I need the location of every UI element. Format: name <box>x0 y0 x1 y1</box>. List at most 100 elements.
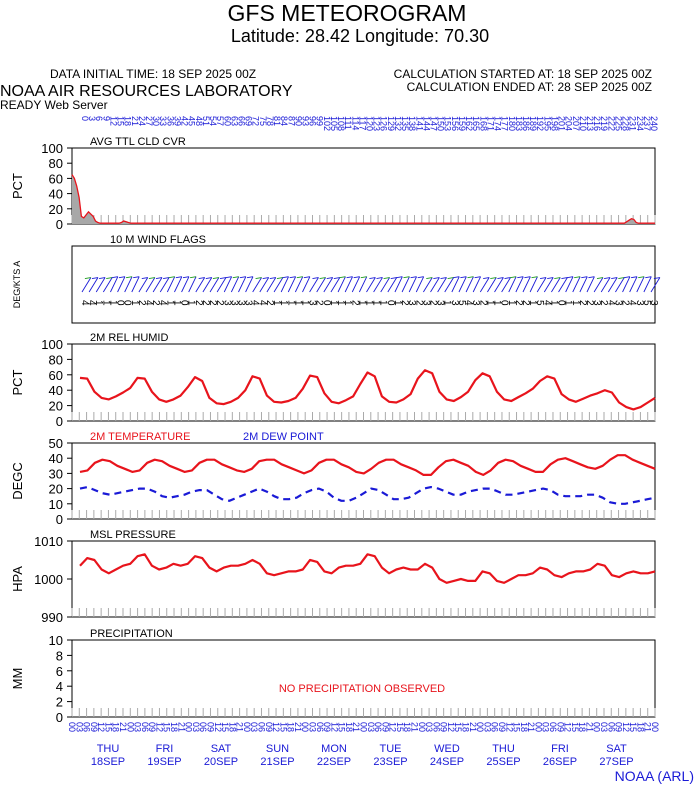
wind-speed-label: 3 <box>406 300 417 306</box>
hour-label: 18 <box>111 722 121 732</box>
wind-speed-label: 2 <box>349 300 360 306</box>
y-tick-label: 40 <box>49 383 63 398</box>
forecast-hour-label: 33 <box>158 116 168 126</box>
wind-flag <box>529 276 538 293</box>
wind-barb <box>276 277 283 279</box>
forecast-hour-label: 51 <box>201 116 211 126</box>
wind-speed-label: 3 <box>221 300 232 306</box>
y-tick-label: 80 <box>49 156 63 171</box>
wind-flag <box>131 276 140 293</box>
forecast-hour-label: 147 <box>429 116 439 131</box>
forecast-hour-label: 48 <box>194 116 204 126</box>
wind-flag <box>494 277 504 293</box>
hour-label: 15 <box>220 722 230 732</box>
forecast-hour-label: 66 <box>236 116 246 126</box>
wind-speed-label: 4 <box>157 300 168 306</box>
wind-flag <box>294 276 304 293</box>
hour-label: 00 <box>650 722 660 732</box>
wind-speed-label: 1 <box>378 300 389 306</box>
date-label: 21SEP <box>260 756 294 768</box>
wind-speed-label: 4 <box>143 300 154 306</box>
wind-barb <box>319 277 326 279</box>
wind-speed-label: 1 <box>506 300 517 306</box>
wind-speed-label: 3 <box>648 300 659 306</box>
wind-speed-label: 0 <box>321 300 332 306</box>
date-label: 22SEP <box>317 756 351 768</box>
forecast-hour-label: 234 <box>635 116 645 131</box>
wind-speed-label: 1 <box>107 300 118 306</box>
wind-flag <box>622 276 631 293</box>
wind-barb <box>360 276 367 279</box>
wind-flag <box>152 277 163 293</box>
panel-title: 10 M WIND FLAGS <box>110 234 206 246</box>
wind-flag <box>629 276 638 293</box>
wind-barb <box>282 276 289 279</box>
wind-barb <box>460 276 467 279</box>
calc-started: CALCULATION STARTED AT: 18 SEP 2025 00Z <box>393 67 652 81</box>
server-label: READY Web Server <box>0 98 108 112</box>
hour-label: 18 <box>519 722 529 732</box>
wind-speed-label: 1 <box>285 300 296 306</box>
y-axis-label: PCT <box>10 369 25 395</box>
wind-flag <box>138 277 149 293</box>
forecast-hour-label: 102 <box>322 116 332 131</box>
wind-flag <box>230 276 240 293</box>
hour-label: 12 <box>563 722 573 732</box>
footer-credit: NOAA (ARL) <box>614 768 694 784</box>
panel-title: 2M TEMPERATURE <box>90 431 190 443</box>
wind-barb <box>190 276 197 279</box>
wind-barb <box>232 276 239 279</box>
hour-label: 09 <box>89 722 99 732</box>
wind-barb <box>547 277 554 279</box>
panel-title: 2M REL HUMID <box>90 332 168 344</box>
wind-speed-label: 0 <box>122 300 133 306</box>
y-tick-label: 6 <box>56 664 63 679</box>
forecast-hour-label: 159 <box>457 116 467 131</box>
wind-speed-label: 2 <box>413 300 424 306</box>
y-tick-label: 10 <box>49 633 63 648</box>
y-tick-label: 2 <box>56 695 63 710</box>
y-axis-label: MM <box>10 668 25 690</box>
wind-barb <box>390 277 397 279</box>
pressure-line <box>79 553 656 584</box>
wind-flag <box>287 276 297 293</box>
forecast-hour-label: 27 <box>144 116 154 126</box>
date-label: 19SEP <box>147 756 181 768</box>
wind-barb <box>504 277 511 279</box>
wind-barb <box>653 277 660 279</box>
wind-speed-label: 2 <box>193 300 204 306</box>
wind-flag <box>487 277 497 293</box>
hour-label: 00 <box>475 722 485 732</box>
wind-flag <box>280 276 289 293</box>
wind-barb <box>403 276 410 279</box>
wind-barb <box>99 277 106 279</box>
forecast-hour-label: 105 <box>329 116 339 131</box>
hour-label: 06 <box>373 722 383 732</box>
wind-barb <box>289 276 296 279</box>
forecast-hour-label: 54 <box>208 116 218 126</box>
hour-label: 18 <box>286 722 296 732</box>
wind-flag <box>195 277 206 293</box>
hour-label: 09 <box>497 722 507 732</box>
day-of-week-label: SAT <box>211 743 232 755</box>
y-tick-label: 8 <box>56 648 63 663</box>
wind-speed-label: 2 <box>520 300 531 306</box>
wind-speed-label: 5 <box>456 300 467 306</box>
wind-barb <box>219 277 227 279</box>
forecast-hour-label: 81 <box>272 116 282 126</box>
wind-flag <box>373 277 383 293</box>
forecast-hour-label: 93 <box>300 116 310 126</box>
wind-flag <box>607 277 618 293</box>
org-name: NOAA AIR RESOURCES LABORATORY <box>0 83 293 100</box>
hour-label: 21 <box>410 722 420 732</box>
y-tick-label: 100 <box>41 337 63 352</box>
forecast-hour-label: 240 <box>649 116 659 131</box>
wind-speed-label: 1 <box>356 300 367 306</box>
hour-label: 06 <box>490 722 500 732</box>
day-of-week-label: TUE <box>380 743 402 755</box>
forecast-hour-label: 0 <box>80 116 90 121</box>
forecast-hour-label: 21 <box>130 116 140 126</box>
y-axis-label: PCT <box>10 173 25 199</box>
wind-barb <box>453 276 460 279</box>
wind-barb <box>225 276 232 279</box>
